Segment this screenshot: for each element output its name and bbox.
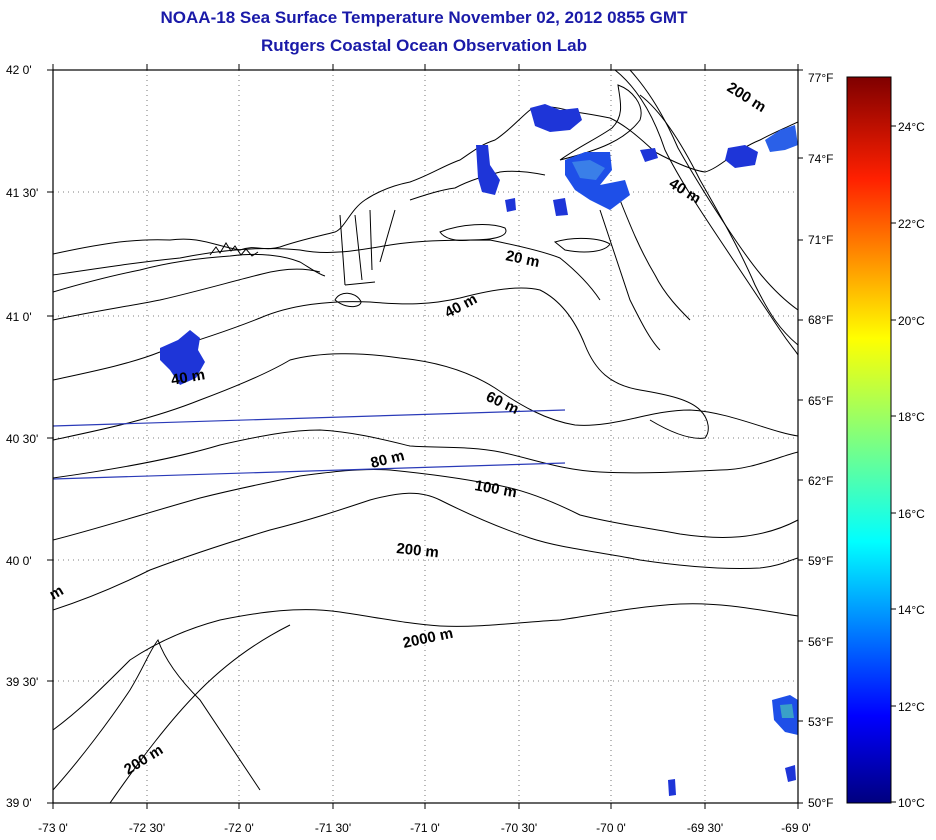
contour-40m [53, 287, 709, 439]
map-title: NOAA-18 Sea Surface Temperature November… [160, 8, 688, 27]
lat-label-0: 42 0' [6, 63, 32, 77]
contour-georges-basin [614, 70, 798, 356]
lat-label-6: 39 0' [6, 796, 32, 810]
lon-label-5: -70 30' [501, 821, 537, 835]
c-label-18: 18°C [898, 410, 925, 424]
f-label-59: 59°F [808, 554, 833, 568]
lat-label-2: 41 0' [6, 310, 32, 324]
latitude-labels: 42 0' 41 30' 41 0' 40 30' 40 0' 39 30' 3… [6, 63, 38, 810]
c-label-20: 20°C [898, 314, 925, 328]
c-label-16: 16°C [898, 507, 925, 521]
lat-label-5: 39 30' [6, 675, 38, 689]
fahrenheit-scale: 77°F 74°F 71°F 68°F 65°F 62°F 59°F 56°F … [808, 71, 833, 810]
lon-label-3: -71 30' [315, 821, 351, 835]
f-label-74: 74°F [808, 152, 833, 166]
f-label-77: 77°F [808, 71, 833, 85]
lon-label-2: -72 0' [224, 821, 254, 835]
connecticut-coast-detail [209, 242, 259, 257]
c-label-14: 14°C [898, 603, 925, 617]
sst-data-patches [160, 104, 798, 796]
lon-label-0: -73 0' [38, 821, 68, 835]
contour-100m [53, 468, 798, 541]
contour-200m-southwest [53, 638, 261, 791]
c-label-22: 22°C [898, 217, 925, 231]
nantucket [553, 237, 611, 253]
contour-nantucket-shoals [599, 199, 691, 351]
colorbar: 24°C 22°C 20°C 18°C 16°C 14°C 12°C 10°C [846, 76, 925, 810]
lat-label-4: 40 0' [6, 554, 32, 568]
longitude-labels: -73 0' -72 30' -72 0' -71 30' -71 0' -70… [38, 821, 811, 835]
long-island-south-shore [53, 268, 321, 321]
grid-lines [53, 70, 798, 803]
ship-tracks [52, 409, 566, 480]
map-area: 20 m 40 m 40 m 60 m 80 m 100 m 200 m 200… [47, 69, 799, 804]
contour-label-40m-west: 40 m [170, 366, 207, 389]
f-label-53: 53°F [808, 715, 833, 729]
f-label-68: 68°F [808, 313, 833, 327]
lon-label-1: -72 30' [129, 821, 165, 835]
contour-60m [53, 353, 798, 441]
map-subtitle: Rutgers Coastal Ocean Observation Lab [261, 36, 587, 55]
colorbar-ticks [891, 125, 896, 803]
contour-20m [53, 239, 601, 301]
cape-cod [559, 84, 642, 161]
c-label-12: 12°C [898, 700, 925, 714]
c-label-24: 24°C [898, 120, 925, 134]
contour-80m [53, 429, 798, 479]
contour-label-20m: 20 m [504, 247, 541, 271]
f-label-71: 71°F [808, 233, 833, 247]
lon-label-8: -69 0' [781, 821, 811, 835]
contour-shelf-edge [109, 624, 291, 803]
contour-200m [53, 492, 798, 611]
f-label-62: 62°F [808, 474, 833, 488]
narragansett-bay [339, 209, 396, 286]
contour-label-200m: 200 m [396, 540, 440, 561]
marthas-vineyard [439, 224, 507, 241]
coastline [53, 106, 798, 255]
lat-label-3: 40 30' [6, 432, 38, 446]
lon-label-7: -69 30' [687, 821, 723, 835]
axis-ticks [47, 64, 803, 809]
rhode-island-coast-inner [409, 170, 546, 201]
lat-label-1: 41 30' [6, 186, 38, 200]
c-label-10: 10°C [898, 796, 925, 810]
f-label-65: 65°F [808, 394, 833, 408]
colorbar-gradient [846, 76, 892, 804]
lon-label-4: -71 0' [410, 821, 440, 835]
block-island [334, 292, 362, 308]
contour-georges-inner [629, 70, 798, 311]
lon-label-6: -70 0' [596, 821, 626, 835]
f-label-56: 56°F [808, 635, 833, 649]
contour-2000m [53, 603, 798, 731]
f-label-50: 50°F [808, 796, 833, 810]
long-island-north-shore [53, 253, 326, 293]
